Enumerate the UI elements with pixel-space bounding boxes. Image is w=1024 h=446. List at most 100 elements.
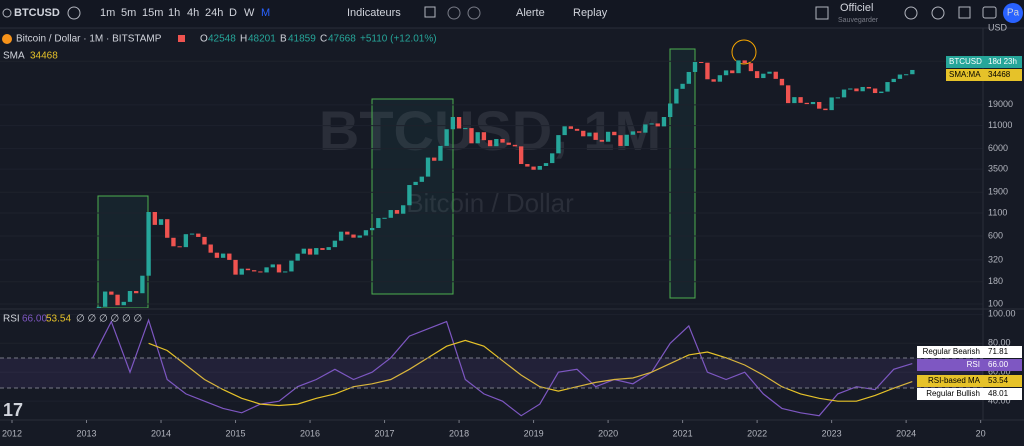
candle [357,235,362,238]
snapshot[interactable] [982,6,997,19]
icon[interactable] [904,6,918,20]
candle [723,70,729,76]
candle [599,139,605,142]
candle [636,131,642,133]
candle [487,140,493,147]
candle [761,73,766,79]
candle [736,60,741,74]
candle [661,117,667,127]
ohlc-key: H [240,34,247,45]
candle [773,71,778,79]
candle [158,219,164,225]
candle [655,123,660,127]
candle [512,144,518,147]
candle [593,132,598,140]
candle [363,230,369,236]
interval[interactable]: 5m [121,7,136,19]
ohlc-key: C [320,34,327,45]
rsi-line [92,318,913,417]
price-tag-text: 34468 [988,70,1011,79]
candle [798,97,803,103]
x-tick-label: 2018 [449,428,469,438]
rsi-tick-label: 60.00 [988,367,1011,377]
candle [165,219,170,238]
interval[interactable]: D [229,7,237,19]
rsi-name: RSI [3,314,20,325]
symbol[interactable]: BTCUSD [14,7,60,19]
candle [463,128,468,130]
indicators[interactable]: Indicateurs [347,7,401,19]
candle [705,62,710,80]
rsi-tag-value: 66.00 [988,360,1009,369]
save[interactable]: Sauvegarder [838,17,879,24]
candle [109,291,114,295]
tool-b2[interactable] [467,6,481,20]
ohlc-key: O [200,34,208,45]
annotation-box [669,48,696,299]
tool-b[interactable] [447,6,461,20]
avatar-text: Pa [1007,8,1020,19]
candle [419,176,424,182]
candle [506,142,511,145]
add-symbol[interactable] [67,6,81,20]
candle [810,101,816,105]
candle [332,240,338,248]
candle [872,88,878,94]
toolbar [0,0,1024,28]
candle [289,260,294,272]
y-tick-label: 1900 [988,187,1008,197]
interval[interactable]: 15m [142,7,163,19]
x-tick-label: 20 [976,428,986,438]
candle [891,78,896,83]
interval[interactable]: W [244,7,255,19]
candle [562,126,567,136]
search-icon[interactable] [2,8,12,18]
candle [301,248,307,254]
avatar[interactable] [1003,3,1023,23]
legend-title: Bitcoin / Dollar · 1M · BITSTAMP [16,34,162,45]
candle [251,270,257,272]
candle [494,139,499,147]
candle [668,103,673,118]
interval[interactable]: 24h [205,7,223,19]
candle [525,164,530,167]
interval[interactable]: M [261,7,270,19]
ohlc-value: 48201 [248,34,276,45]
candle [605,131,611,142]
candle [388,210,393,218]
candle [823,108,828,111]
interval[interactable]: 4h [187,7,199,19]
alert[interactable]: Alerte [516,7,545,19]
rsi-tick-label: 80.00 [988,338,1011,348]
rsi-tag [917,346,1022,358]
layout-name[interactable]: Officiel [840,2,873,14]
candle [879,91,884,94]
rsi-tag-name: RSI [967,360,980,369]
candle [543,163,549,166]
candle [481,132,487,141]
candle [792,97,797,104]
interval[interactable]: 1h [168,7,180,19]
candle [270,264,275,268]
x-tick-label: 2017 [375,428,395,438]
candle [152,212,157,225]
candle [475,132,480,144]
fullscreen[interactable] [958,6,971,19]
layout-icon[interactable] [815,6,829,20]
replay[interactable]: Replay [573,7,608,19]
candle [220,253,226,258]
rsi-tag-name: Regular Bullish [926,389,980,398]
candle [140,275,145,294]
ohlc-value: 41859 [288,34,316,45]
interval[interactable]: 1m [100,7,115,19]
annotation-circle [731,39,757,65]
candle [338,231,344,241]
candle [401,205,406,214]
layouts[interactable] [424,6,436,18]
candle [425,157,431,177]
rsi-tag-name: RSI-based MA [928,376,981,385]
candle [345,231,350,235]
y-tick-label: 19000 [988,99,1013,109]
settings[interactable] [931,6,945,20]
annotation-box [371,98,454,295]
